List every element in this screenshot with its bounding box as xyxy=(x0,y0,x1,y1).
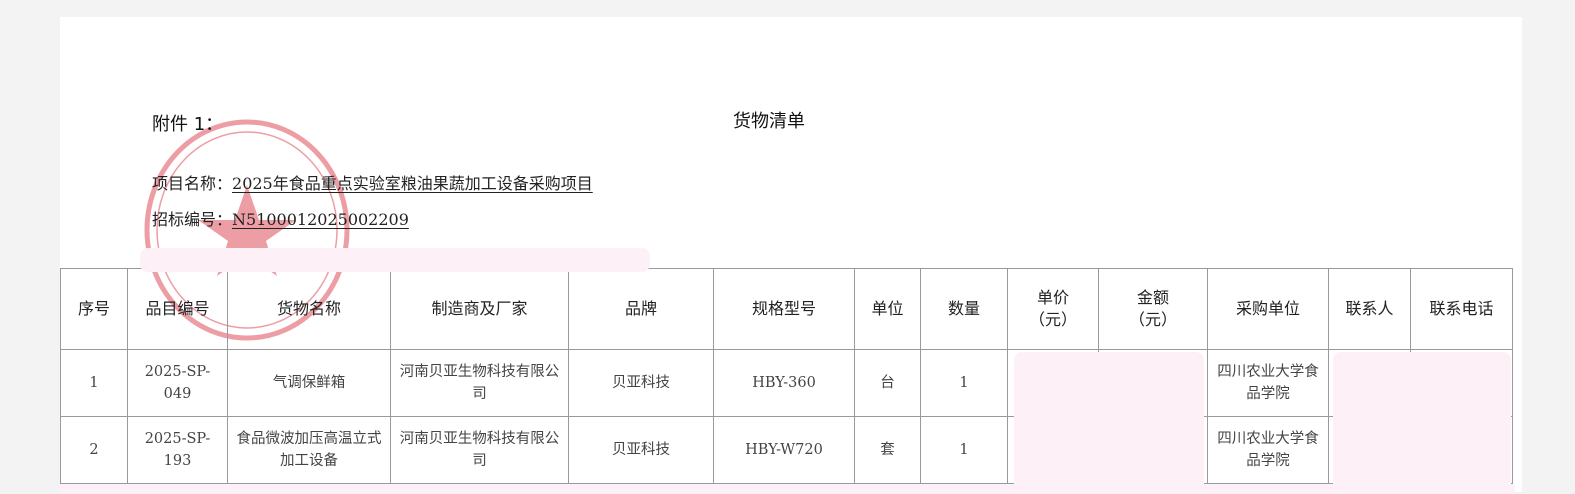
cell-unit: 台 xyxy=(854,349,921,417)
project-name: 2025年食品重点实验室粮油果蔬加工设备采购项目 xyxy=(232,174,593,193)
project-name-line: 项目名称：2025年食品重点实验室粮油果蔬加工设备采购项目 xyxy=(152,170,593,194)
header-phone: 联系电话 xyxy=(1410,268,1513,350)
tender-number: N5100012025002209 xyxy=(232,210,409,229)
header-brand: 品牌 xyxy=(568,268,714,350)
cell-goods-name: 气调保鲜箱 xyxy=(227,349,391,417)
cell-brand: 贝亚科技 xyxy=(568,349,714,417)
cell-purchaser: 四川农业大学食品学院 xyxy=(1207,416,1329,484)
attachment-label: 附件 1： xyxy=(152,114,224,135)
header-manufacturer: 制造商及厂家 xyxy=(390,268,569,350)
goods-table: 序号 品目编号 货物名称 制造商及厂家 品牌 规格型号 单位 数量 单价 （元） 金额 （元） 采购… xyxy=(60,268,1513,484)
cell-brand: 贝亚科技 xyxy=(568,416,714,484)
tender-number-label: 招标编号： xyxy=(152,210,233,229)
cell-goods-name: 食品微波加压高温立式加工设备 xyxy=(227,416,391,484)
header-unit: 单位 xyxy=(854,268,921,350)
cell-model: HBY-360 xyxy=(713,349,855,417)
cell-manufacturer: 河南贝亚生物科技有限公司 xyxy=(390,349,569,417)
table-header-row: 序号 品目编号 货物名称 制造商及厂家 品牌 规格型号 单位 数量 单价 （元） 金额 （元） 采购… xyxy=(60,268,1513,350)
redacted-contact-area xyxy=(1333,352,1511,492)
header-amount: 金额 （元） xyxy=(1098,268,1208,350)
header-model: 规格型号 xyxy=(713,268,855,350)
cell-seq: 2 xyxy=(60,416,128,484)
cell-quantity: 1 xyxy=(920,349,1008,417)
cell-quantity: 1 xyxy=(920,416,1008,484)
cell-model: HBY-W720 xyxy=(713,416,855,484)
redacted-bottom-area xyxy=(60,484,1515,494)
table-row: 1 2025-SP-049 气调保鲜箱 河南贝亚生物科技有限公司 贝亚科技 HBY-360… xyxy=(60,349,1513,417)
header-unit-price: 单价 （元） xyxy=(1007,268,1099,350)
project-name-label: 项目名称： xyxy=(152,174,233,193)
header-goods-name: 货物名称 xyxy=(227,268,391,350)
table-row: 2 2025-SP-193 食品微波加压高温立式加工设备 河南贝亚生物科技有限公司 贝亚… xyxy=(60,416,1513,484)
redacted-price-area xyxy=(1014,352,1204,492)
header-item-code: 品目编号 xyxy=(127,268,228,350)
cell-seq: 1 xyxy=(60,349,128,417)
header-purchaser: 采购单位 xyxy=(1207,268,1329,350)
tender-number-line: 招标编号：N5100012025002209 xyxy=(152,206,409,230)
redacted-area xyxy=(140,248,650,272)
cell-purchaser: 四川农业大学食品学院 xyxy=(1207,349,1329,417)
document-title: 货物清单 xyxy=(733,111,805,132)
header-contact: 联系人 xyxy=(1328,268,1411,350)
cell-item-code: 2025-SP-049 xyxy=(127,349,228,417)
header-quantity: 数量 xyxy=(920,268,1008,350)
header-seq: 序号 xyxy=(60,268,128,350)
cell-manufacturer: 河南贝亚生物科技有限公司 xyxy=(390,416,569,484)
cell-unit: 套 xyxy=(854,416,921,484)
cell-item-code: 2025-SP-193 xyxy=(127,416,228,484)
